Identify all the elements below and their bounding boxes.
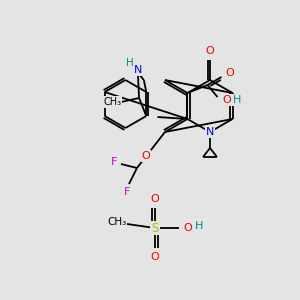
Text: O: O [184, 223, 192, 233]
Text: O: O [206, 46, 214, 56]
Text: F: F [124, 187, 130, 197]
Text: H: H [195, 221, 203, 231]
Text: O: O [151, 194, 159, 204]
Text: O: O [225, 68, 234, 78]
Text: CH₃: CH₃ [107, 217, 127, 227]
Text: H: H [126, 58, 134, 68]
Text: N: N [206, 127, 214, 137]
Text: F: F [111, 157, 117, 167]
Text: N: N [134, 65, 142, 75]
Text: O: O [222, 95, 231, 105]
Text: O: O [151, 252, 159, 262]
Text: H: H [233, 95, 242, 105]
Text: O: O [142, 151, 150, 161]
Text: S: S [151, 221, 159, 235]
Text: CH₃: CH₃ [103, 97, 121, 107]
